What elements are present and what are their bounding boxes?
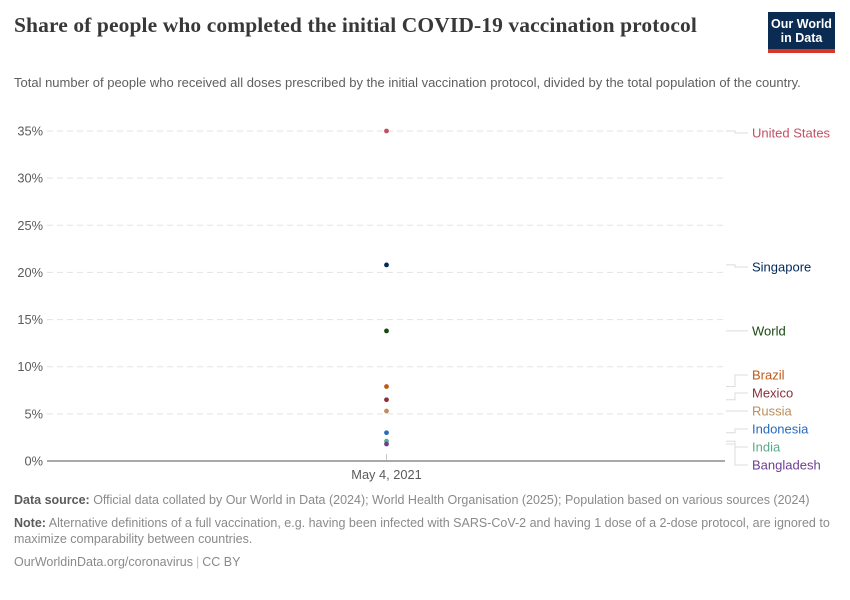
- data-point[interactable]: [384, 328, 389, 334]
- data-source-text: Official data collated by Our World in D…: [89, 493, 810, 507]
- series-label[interactable]: Singapore: [752, 260, 811, 275]
- label-connector: [726, 392, 748, 401]
- chart-footer: Data source: Official data collated by O…: [14, 492, 836, 576]
- data-point[interactable]: [384, 441, 389, 447]
- y-tick-label: 5%: [25, 406, 44, 421]
- chart-subtitle: Total number of people who received all …: [14, 75, 801, 90]
- data-point[interactable]: [384, 397, 389, 403]
- series-label[interactable]: World: [752, 324, 786, 339]
- y-tick-label: 0%: [25, 454, 44, 469]
- series-label[interactable]: United States: [752, 126, 831, 141]
- label-connector: [726, 264, 748, 268]
- note-text: Alternative definitions of a full vaccin…: [14, 515, 830, 547]
- data-source-row: Data source: Official data collated by O…: [14, 492, 836, 509]
- chart-svg: 0% 5% 10% 15% 20% 25% 30% 35% May 4, 2021 United …: [17, 124, 831, 483]
- y-tick-label: 25%: [17, 218, 43, 233]
- label-connector: [726, 443, 748, 466]
- owid-logo[interactable]: Our World in Data: [768, 12, 835, 53]
- series-label[interactable]: India: [752, 440, 781, 455]
- owid-logo-line1: Our World: [771, 17, 832, 31]
- license-label: CC BY: [202, 554, 241, 569]
- x-axis-label: May 4, 2021: [351, 467, 421, 482]
- data-source-label: Data source:: [14, 493, 90, 507]
- series-label[interactable]: Bangladesh: [752, 458, 821, 473]
- y-tick-label: 20%: [17, 265, 43, 280]
- y-tick-label: 15%: [17, 312, 43, 327]
- series-label[interactable]: Russia: [752, 404, 793, 419]
- label-connector: [726, 374, 748, 388]
- data-point[interactable]: [384, 262, 389, 268]
- license-row: OurWorldinData.org/coronavirus | CC BY: [14, 554, 836, 571]
- series-label[interactable]: Indonesia: [752, 422, 809, 437]
- page-title: Share of people who completed the initia…: [14, 13, 697, 37]
- label-connector: [726, 428, 748, 434]
- owid-link[interactable]: OurWorldinData.org/coronavirus: [14, 554, 194, 569]
- data-point[interactable]: [384, 128, 389, 134]
- series-label[interactable]: Mexico: [752, 386, 793, 401]
- owid-logo-line2: in Data: [780, 31, 823, 45]
- y-tick-label: 30%: [17, 171, 43, 186]
- note-row: Note: Alternative definitions of a full …: [14, 515, 836, 548]
- data-point[interactable]: [384, 430, 389, 436]
- separator: |: [196, 554, 200, 569]
- note-label: Note:: [14, 515, 46, 530]
- label-connector: [726, 130, 748, 134]
- y-tick-label: 35%: [17, 124, 43, 139]
- series-label[interactable]: Brazil: [752, 368, 785, 383]
- data-point[interactable]: [384, 408, 389, 414]
- y-tick-label: 10%: [17, 359, 43, 374]
- data-point[interactable]: [384, 384, 389, 389]
